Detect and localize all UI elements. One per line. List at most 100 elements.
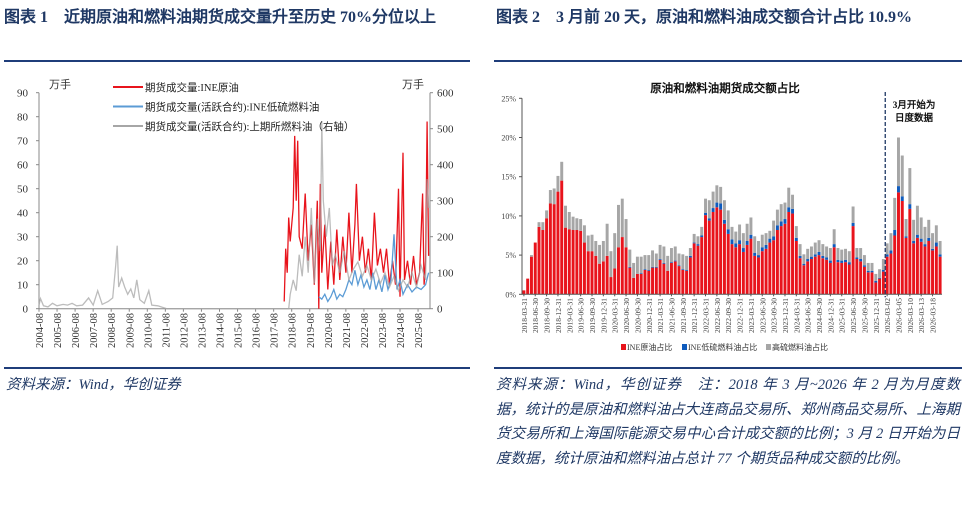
bar-segment-ine-lsfo — [885, 254, 889, 257]
annotation-line1: 3月开始为 — [893, 99, 936, 111]
x-tick-label: 2024-08 — [396, 313, 407, 348]
bar-segment-hsfo — [677, 253, 681, 266]
bar-segment-hsfo — [624, 219, 628, 248]
bar-segment-ine-lsfo — [772, 236, 776, 241]
bar-segment-ine-crude — [768, 242, 772, 295]
x-tick-label: 2022-03-31 — [702, 298, 711, 333]
x-tick-label: 2015-08 — [234, 313, 245, 348]
bar-segment-hsfo — [885, 243, 889, 255]
bar-segment-ine-crude — [866, 272, 870, 295]
bar-segment-hsfo — [934, 225, 938, 243]
y-tick-label: 15% — [501, 173, 516, 182]
bar-segment-ine-crude — [598, 263, 602, 295]
figure1-bottom-rule — [4, 367, 470, 369]
bar-segment-ine-crude — [715, 207, 719, 295]
bar-segment-ine-crude — [787, 211, 791, 295]
bar-segment-ine-lsfo — [715, 202, 719, 208]
bar-segment-hsfo — [783, 202, 787, 220]
bar-segment-ine-crude — [862, 266, 866, 295]
volume-line-chart: 0 10 20 30 40 50 60 70 80 90 0 100 200 300 400 500 600 万手… — [17, 77, 454, 348]
bar-segment-ine-lsfo — [692, 242, 696, 244]
bar-segment-ine-crude — [840, 262, 844, 295]
x-tick-label: 2020-06-30 — [622, 298, 631, 333]
bar-segment-ine-lsfo — [794, 237, 798, 241]
bar-segment-hsfo — [821, 244, 825, 256]
bar-segment-hsfo — [881, 259, 885, 270]
bar-segment-hsfo — [541, 222, 545, 231]
bar-segment-hsfo — [866, 262, 870, 271]
bar-segment-ine-crude — [893, 235, 897, 295]
x-tick-label: 2007-08 — [89, 313, 100, 348]
bar-segment-ine-crude — [594, 255, 598, 295]
bar-segment-hsfo — [764, 233, 768, 245]
bar-segment-ine-crude — [579, 230, 583, 295]
bar-segment-hsfo — [654, 253, 658, 267]
bar-segment-ine-crude — [617, 247, 620, 295]
bar-segment-ine-crude — [832, 247, 836, 295]
bar-segment-ine-lsfo — [704, 212, 707, 216]
bar-segment-hsfo — [836, 248, 840, 260]
bar-segment-hsfo — [749, 217, 753, 235]
bar-segment-ine-crude — [685, 270, 689, 295]
bar-segment-ine-crude — [541, 230, 545, 295]
legend-label: 期货成交量:INE原油 — [145, 81, 239, 94]
bar-segment-ine-crude — [613, 268, 617, 295]
x-tick-label: 2026-03-10 — [906, 298, 915, 333]
bar-segment-hsfo — [730, 226, 734, 240]
bar-segment-hsfo — [768, 230, 772, 239]
bar-segment-hsfo — [590, 234, 594, 252]
bar-segment-ine-lsfo — [912, 240, 916, 244]
bar-segment-ine-crude — [844, 262, 847, 295]
x-tick-label: 2017-08 — [270, 313, 281, 348]
bar-segment-hsfo — [552, 188, 556, 205]
legend-swatch — [621, 344, 626, 350]
y-left-tick-label: 0 — [23, 304, 29, 316]
right-unit-label: 万手 — [402, 77, 424, 91]
x-tick-label: 2023-06-30 — [758, 298, 767, 333]
bar-segment-ine-crude — [590, 251, 594, 295]
bar-segment-ine-crude — [885, 256, 889, 295]
x-tick-label: 2020-12-31 — [645, 298, 654, 333]
x-tick-label: 2019-08 — [306, 313, 317, 348]
bar-segment-ine-lsfo — [726, 229, 730, 234]
legend-label: INE原油占比 — [627, 342, 672, 352]
bar-segment-ine-lsfo — [934, 242, 938, 247]
bar-segment-ine-crude — [696, 245, 700, 295]
bar-segment-ine-crude — [707, 220, 711, 295]
bar-segment-hsfo — [658, 244, 662, 260]
x-tick-label: 2023-08 — [378, 313, 389, 348]
bar-segment-ine-lsfo — [745, 240, 749, 245]
bar-segment-ine-crude — [560, 180, 564, 295]
bar-segment-ine-crude — [772, 240, 776, 295]
bar-segment-ine-crude — [726, 233, 730, 295]
bar-segment-hsfo — [586, 235, 590, 252]
bar-segment-ine-lsfo — [832, 244, 836, 248]
legend-swatch — [766, 344, 771, 350]
x-tick-label: 2018-08 — [288, 313, 299, 348]
bar-segment-ine-crude — [859, 261, 863, 295]
y-tick-label: 25% — [501, 94, 516, 103]
y-left-tick-label: 60 — [17, 160, 29, 172]
y-left-tick-label: 20 — [17, 256, 29, 268]
bar-segment-ine-crude — [798, 258, 802, 295]
bar-segment-hsfo — [760, 234, 764, 248]
x-tick-label: 2024-06-30 — [804, 298, 813, 333]
bar-segment-ine-crude — [533, 242, 537, 295]
y-tick-label: 20% — [501, 134, 516, 143]
x-tick-label: 2021-03-31 — [656, 298, 665, 333]
x-tick-label: 2025-12-31 — [872, 298, 881, 333]
bar-segment-ine-crude — [817, 255, 821, 295]
bar-segment-ine-lsfo — [900, 196, 904, 201]
bar-segment-ine-lsfo — [870, 270, 874, 273]
bar-segment-hsfo — [605, 223, 609, 256]
bar-segment-ine-lsfo — [798, 255, 802, 259]
bar-segment-hsfo — [564, 205, 567, 228]
bar-segment-hsfo — [700, 226, 704, 236]
y-left-tick-label: 80 — [17, 112, 29, 124]
bar-segment-ine-crude — [545, 218, 549, 295]
y-right-tick-label: 300 — [437, 196, 454, 208]
x-tick-label: 2025-09-30 — [860, 298, 869, 333]
bar-segment-ine-lsfo — [915, 234, 919, 238]
x-tick-label: 2022-06-30 — [713, 298, 722, 333]
